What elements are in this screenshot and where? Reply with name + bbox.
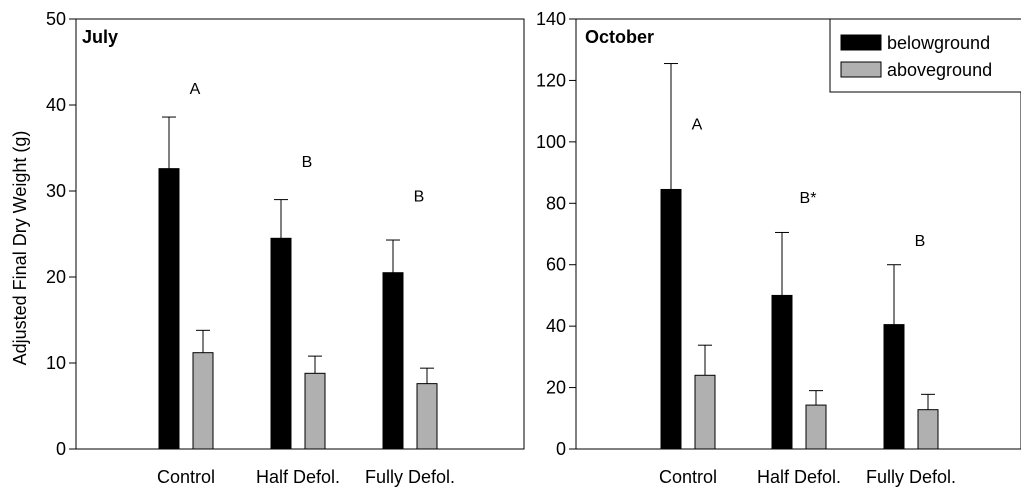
y-tick-label: 20: [46, 267, 66, 287]
plot-frame: [75, 18, 525, 450]
y-tick-label: 140: [536, 9, 566, 29]
y-tick-label: 80: [546, 193, 566, 213]
bar-aboveground-1: [304, 372, 326, 450]
bar-belowground-1: [270, 237, 292, 450]
bar-aboveground-1: [805, 404, 827, 450]
bar-belowground-0: [158, 168, 180, 450]
bar-aboveground-0: [192, 352, 214, 450]
significance-label: A: [190, 81, 201, 98]
panel-title: October: [585, 27, 654, 47]
legend-label-aboveground: aboveground: [887, 60, 992, 80]
y-tick-label: 40: [46, 95, 66, 115]
x-tick-label: Fully Defol.: [866, 467, 956, 487]
x-tick-label: Half Defol.: [757, 467, 841, 487]
y-tick-label: 30: [46, 181, 66, 201]
y-tick-label: 100: [536, 132, 566, 152]
significance-label: B: [915, 233, 926, 250]
x-tick-label: Control: [157, 467, 215, 487]
bar-aboveground-2: [917, 409, 939, 450]
bar-aboveground-2: [416, 383, 438, 450]
legend-swatch-aboveground: [840, 61, 882, 78]
chart-panel-october: 0 20 40 60 80 100 120 140 October Control Half Def…: [536, 9, 1021, 487]
y-tick-label: 10: [46, 353, 66, 373]
y-axis-label: Adjusted Final Dry Weight (g): [10, 131, 30, 366]
significance-label: B: [414, 188, 425, 205]
significance-label: B*: [800, 190, 817, 207]
panel-title: July: [82, 27, 118, 47]
y-tick-label: 60: [546, 255, 566, 275]
x-tick-label: Fully Defol.: [365, 467, 455, 487]
bar-belowground-2: [883, 324, 905, 450]
legend: belowground aboveground: [829, 18, 1021, 93]
bar-aboveground-0: [694, 374, 716, 450]
y-tick-label: 40: [546, 316, 566, 336]
legend-label-belowground: belowground: [887, 33, 990, 53]
bar-belowground-2: [382, 272, 404, 450]
y-tick-label: 0: [56, 439, 66, 459]
x-tick-label: Half Defol.: [256, 467, 340, 487]
chart-panel-july: 0 10 20 30 40 50 July Control Half Defol. Fully D…: [46, 9, 525, 487]
y-tick-label: 0: [556, 439, 566, 459]
x-tick-label: Control: [659, 467, 717, 487]
chart-panels: 0 10 20 30 40 50 July Control Half Defol. Fully D…: [46, 9, 1021, 487]
y-tick-label: 50: [46, 9, 66, 29]
y-tick-label: 120: [536, 70, 566, 90]
y-tick-label: 20: [546, 378, 566, 398]
bar-belowground-0: [660, 188, 682, 450]
significance-label: A: [692, 116, 703, 133]
legend-swatch-belowground: [840, 34, 882, 51]
plot-frame: [575, 18, 1021, 450]
significance-label: B: [302, 154, 313, 171]
bar-belowground-1: [771, 294, 793, 450]
legend-box: [829, 18, 1021, 93]
